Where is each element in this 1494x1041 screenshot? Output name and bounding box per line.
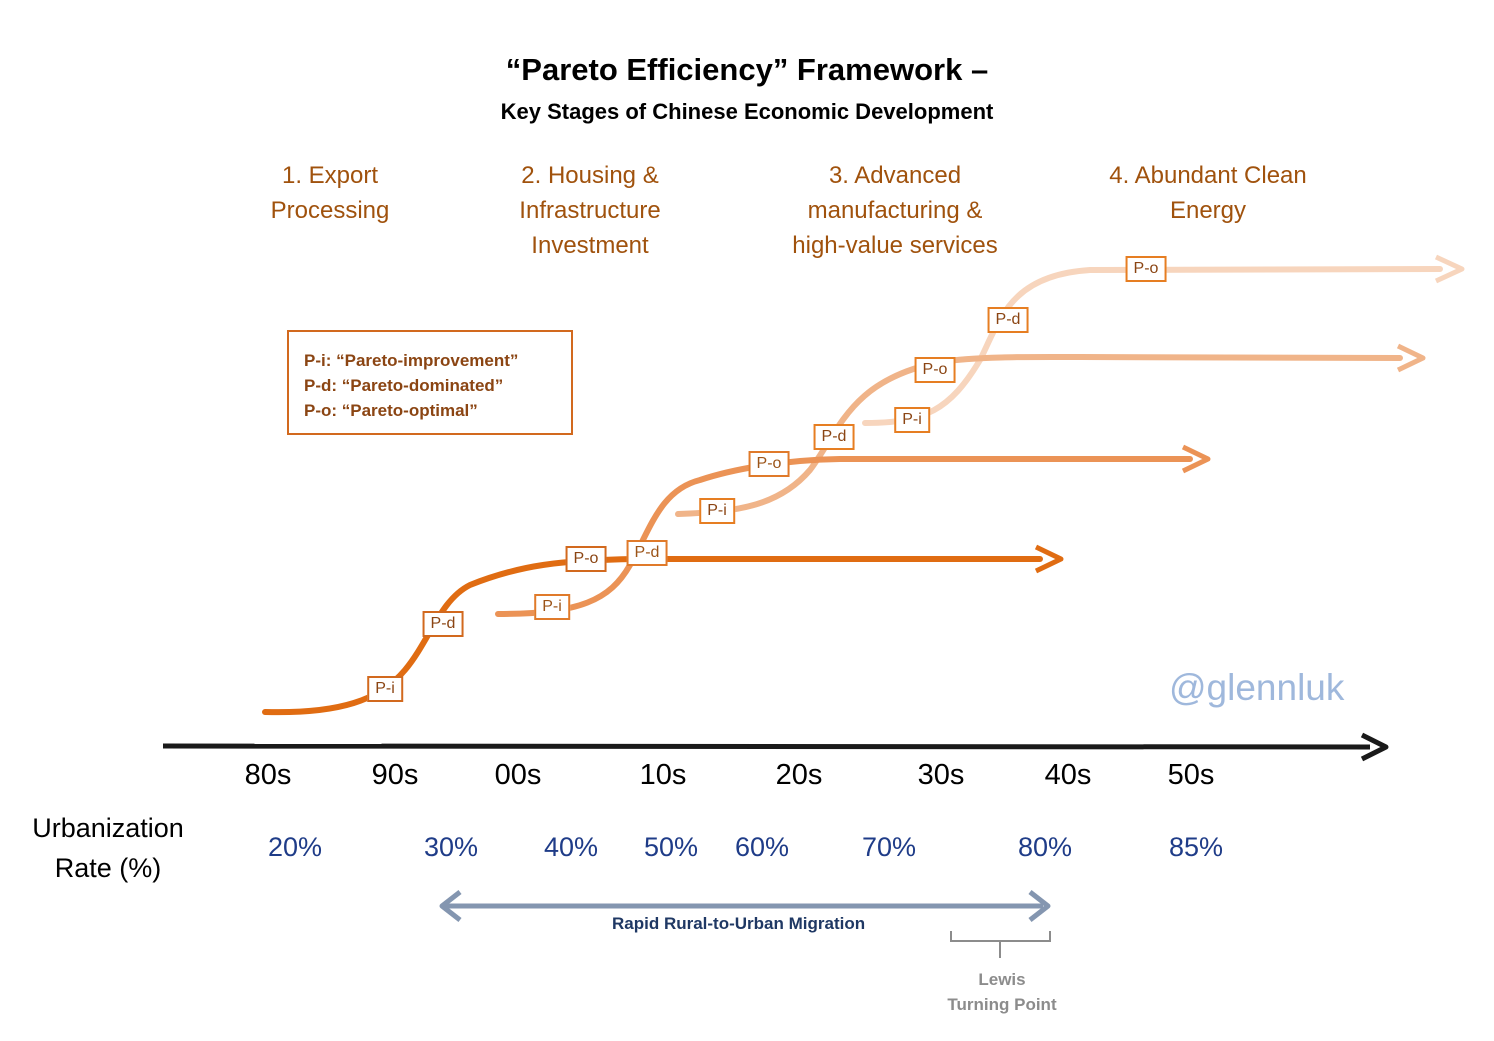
decade-label: 30s [917,759,965,791]
decade-label: 10s [639,759,687,791]
timeline-axis [162,743,1371,750]
stage4-arrowhead [1434,254,1465,284]
stage3-tag-pi: P-i [699,498,735,524]
migration-label: Rapid Rural-to-Urban Migration [612,914,866,933]
author-handle: @glennluk [1169,667,1345,708]
stage4-curve [862,266,1443,426]
stage4-tag-pd: P-d [987,307,1029,333]
urbanization-rate: 85% [1168,832,1224,862]
stage1-tag-pd: P-d [422,611,464,637]
stage1-tag-pi: P-i [367,676,403,702]
stage1-arrowhead [1034,544,1064,574]
urbanization-rate: 80% [1017,832,1073,862]
urbanization-rate: 20% [267,832,323,862]
stage2-curve [495,456,1193,617]
urbanization-rate: 70% [861,832,917,862]
legend-item-pi: P-i: “Pareto-improvement” [304,351,519,370]
urbanization-rate: 30% [423,832,479,862]
urbanization-rate: 60% [734,832,790,862]
page-title: “Pareto Efficiency” Framework – [505,52,989,87]
urbanization-label: Urbanization Rate (%) [32,813,184,883]
decade-label: 90s [371,759,419,791]
stage3-curve [675,353,1403,517]
stage2-arrowhead [1181,444,1211,474]
legend-item-po: P-o: “Pareto-optimal” [304,401,478,420]
migration-arrow-left [439,890,462,922]
stage4-tag-po: P-o [1125,256,1167,282]
legend-box: P-i: “Pareto-improvement” P-d: “Pareto-d… [287,330,573,435]
migration-arrow-right [1028,890,1051,922]
urbanization-rate: 50% [643,832,699,862]
stage3-tag-po: P-o [914,357,956,383]
stage4-tag-pi: P-i [894,407,930,433]
legend-item-pd: P-d: “Pareto-dominated” [304,376,504,395]
decade-label: 20s [775,759,823,791]
decade-label: 80s [244,759,292,791]
urbanization-rate: 40% [543,832,599,862]
stage2-tag-pd: P-d [626,540,668,566]
decade-label: 00s [494,759,542,791]
timeline-arrowhead [1360,732,1389,762]
stage3-arrowhead [1396,343,1426,373]
stage-2-label: 2. Housing & Infrastructure Investment [519,162,661,259]
lewis-bracket [950,931,1051,958]
stage1-tag-po: P-o [565,546,607,572]
page-subtitle: Key Stages of Chinese Economic Developme… [500,99,994,124]
decade-label: 40s [1044,759,1092,791]
stage-4-label: 4. Abundant Clean Energy [1109,162,1307,224]
lewis-turning-point-label: Lewis Turning Point [947,970,1057,1014]
stage2-tag-po: P-o [748,451,790,477]
stage3-tag-pd: P-d [813,424,855,450]
stage2-tag-pi: P-i [534,594,570,620]
stage-3-label: 3. Advanced manufacturing & high-value s… [792,162,998,259]
decade-label: 50s [1167,759,1215,791]
stage-1-label: 1. Export Processing [270,162,390,224]
